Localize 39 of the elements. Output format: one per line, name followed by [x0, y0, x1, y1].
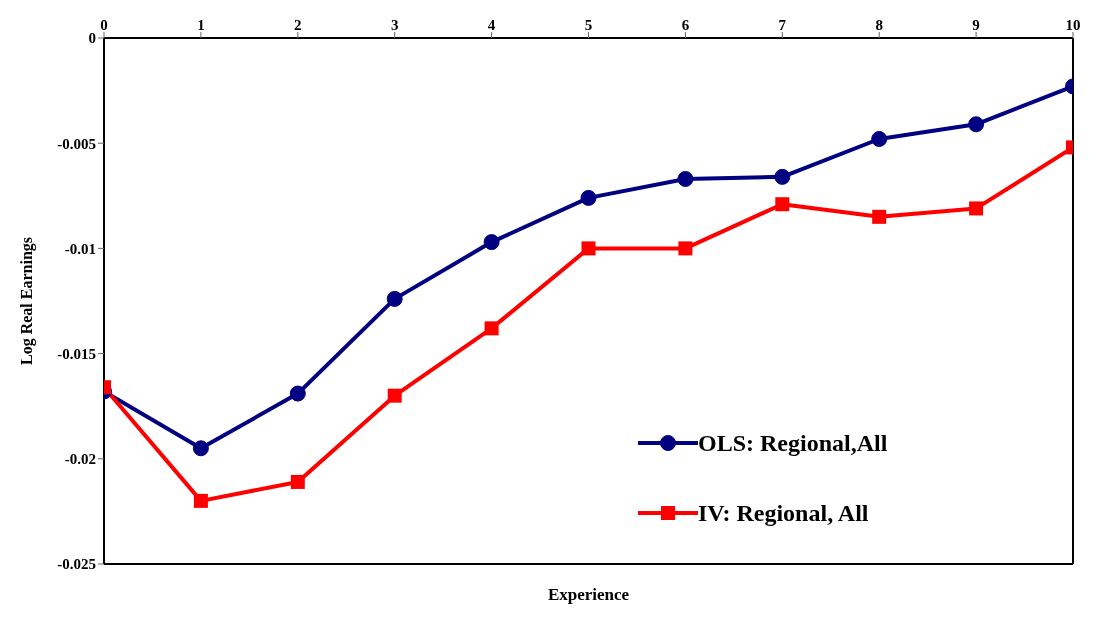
x-tick-label: 7 — [778, 17, 787, 33]
y-axis-title: Log Real Earnings — [17, 236, 36, 366]
point — [969, 201, 984, 216]
x-axis-title: Experience — [547, 585, 630, 604]
point — [872, 209, 887, 224]
x-tick-label: 9 — [972, 17, 980, 33]
legend-label: IV: Regional, All — [698, 499, 869, 527]
y-tick-label: -0.01 — [64, 240, 96, 257]
y-tick-label: -0.015 — [57, 345, 96, 362]
point — [677, 170, 694, 187]
y-tick-label: 0 — [88, 30, 96, 47]
point — [386, 290, 403, 307]
point — [483, 234, 500, 251]
x-tick-label: 10 — [1065, 17, 1081, 33]
y-tick-label: -0.005 — [57, 135, 96, 152]
x-tick-label: 3 — [390, 17, 399, 33]
x-tick-label: 0 — [100, 17, 108, 33]
point — [387, 388, 402, 403]
x-tick-label: 6 — [681, 17, 690, 33]
x-tick-label: 2 — [294, 17, 302, 33]
point — [871, 130, 888, 147]
x-tick-label: 5 — [584, 17, 593, 33]
x-tick-label: 4 — [487, 17, 496, 33]
point — [581, 241, 596, 256]
point — [774, 168, 791, 185]
x-tick-label: 1 — [197, 17, 205, 33]
y-tick-label: -0.025 — [57, 556, 96, 573]
point — [193, 493, 208, 508]
point — [289, 385, 306, 402]
point — [775, 197, 790, 212]
legend-label: OLS: Regional,All — [698, 429, 888, 457]
point — [580, 189, 597, 206]
point — [484, 321, 499, 336]
point — [192, 440, 209, 457]
point — [678, 241, 693, 256]
x-tick-label: 8 — [875, 17, 883, 33]
point — [968, 116, 985, 133]
y-tick-label: -0.02 — [64, 451, 96, 468]
point — [290, 474, 305, 489]
